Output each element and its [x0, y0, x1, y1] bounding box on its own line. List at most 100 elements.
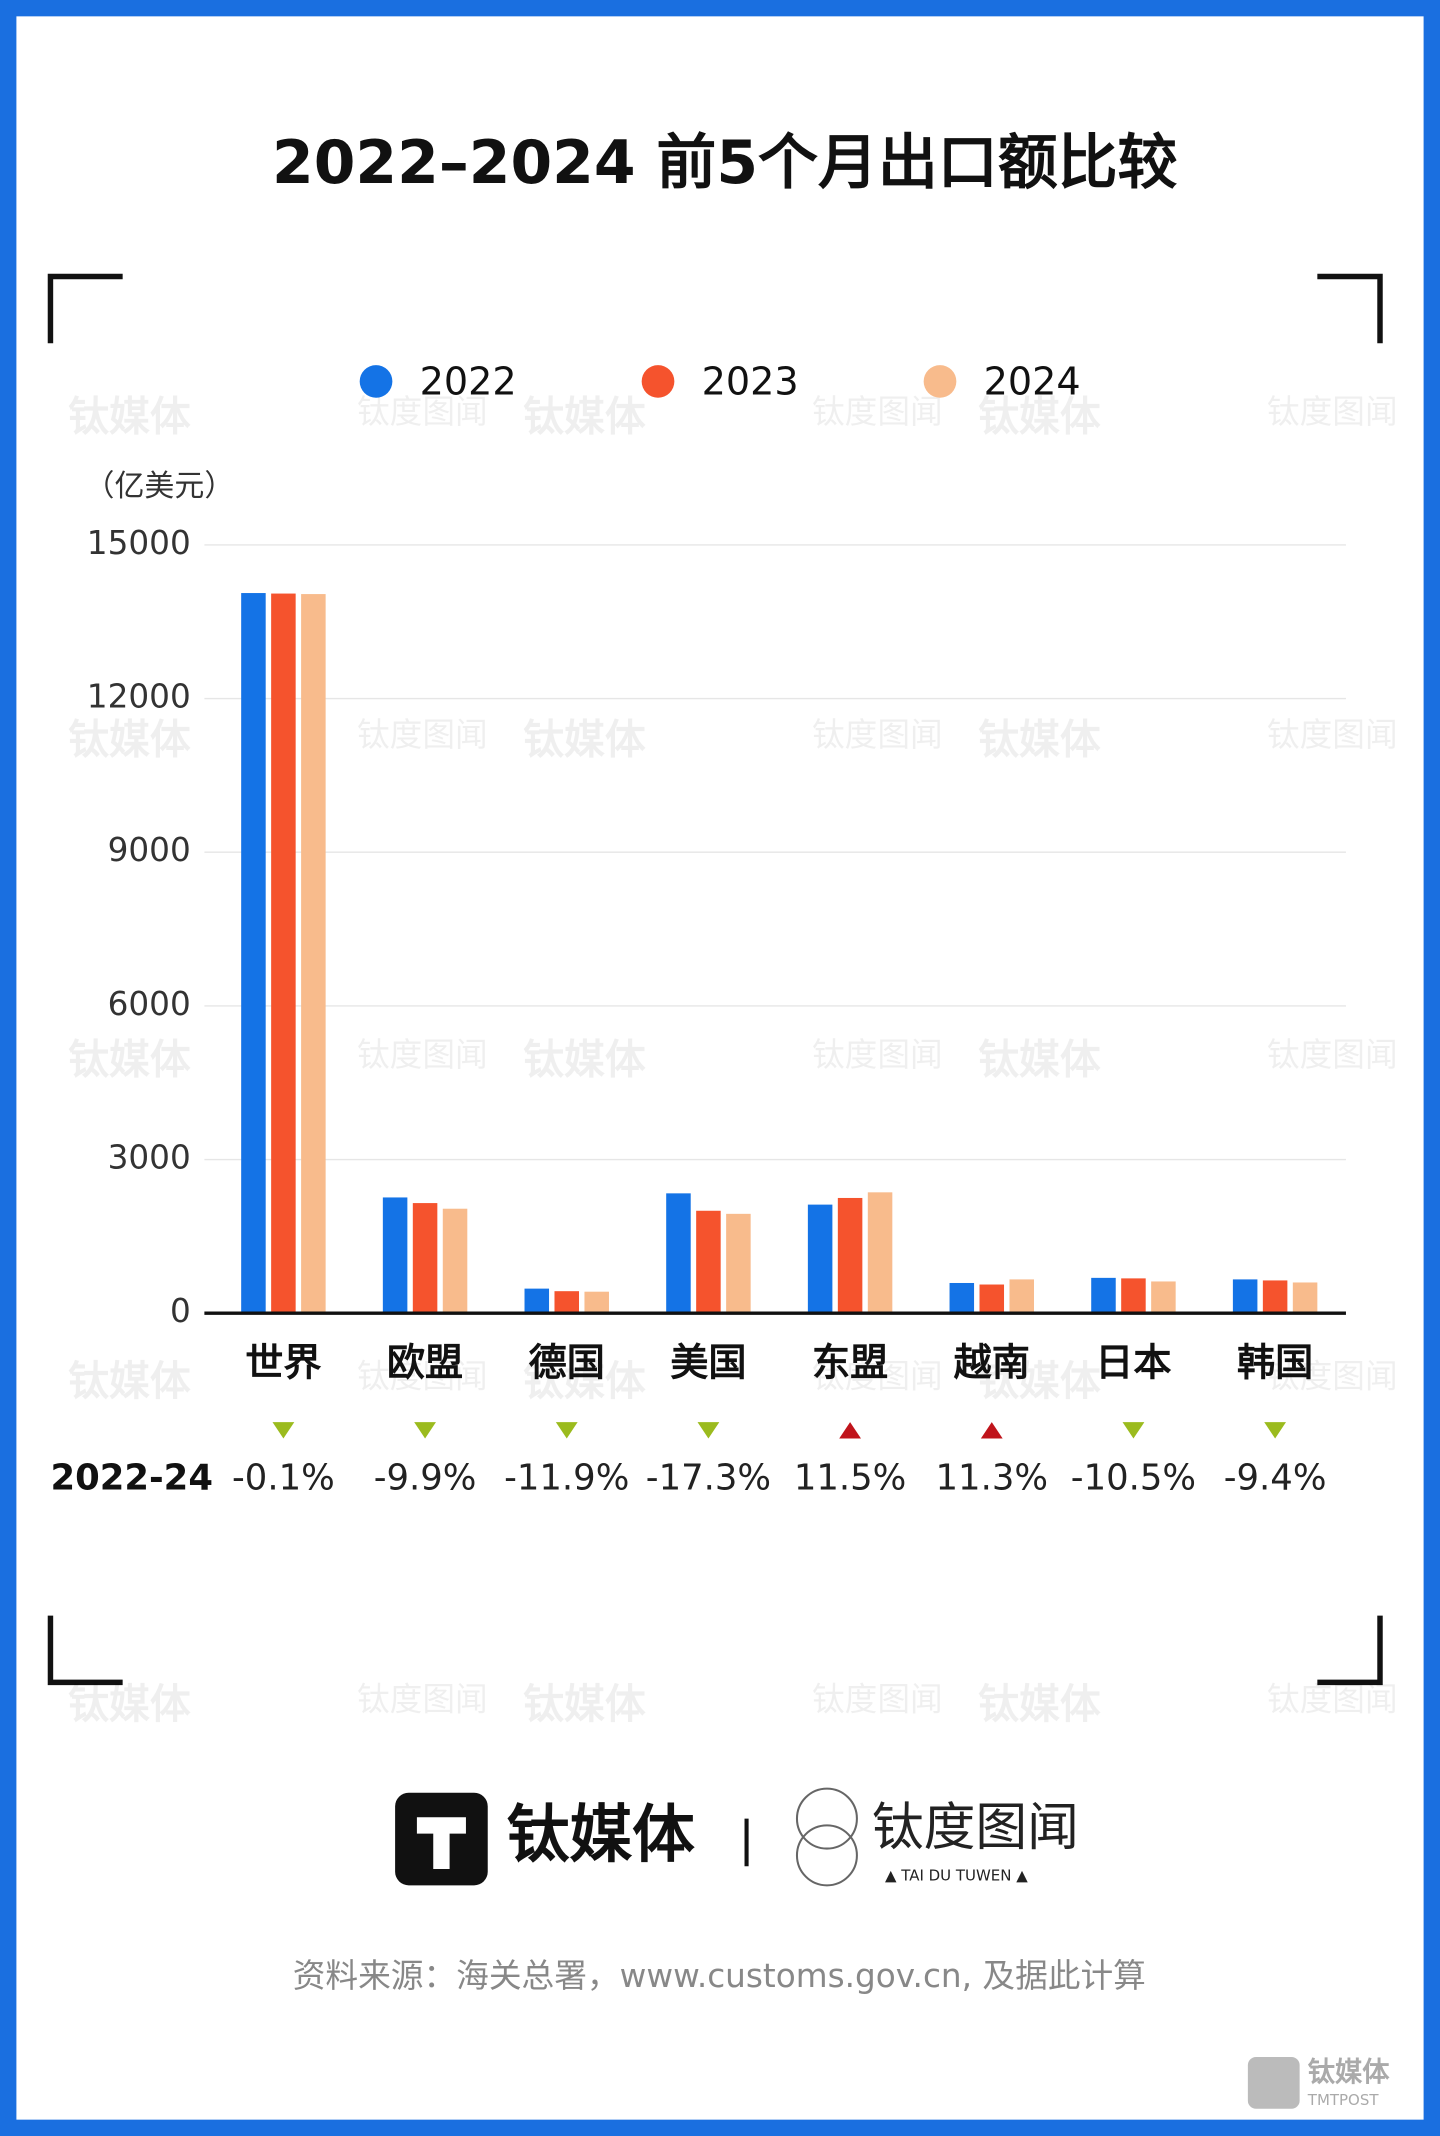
bar	[726, 1213, 751, 1314]
watermark: 钛度图闻	[357, 393, 488, 431]
bar	[666, 1193, 691, 1314]
legend-swatch	[923, 365, 957, 398]
bar	[1262, 1280, 1288, 1314]
change-label: -9.9%	[374, 1457, 477, 1498]
x-tick-label: 越南	[954, 1340, 1030, 1384]
watermark: 钛度图闻	[1267, 1680, 1398, 1718]
panel	[16, 16, 1424, 2120]
bar	[807, 1204, 833, 1314]
change-label: -17.3%	[646, 1457, 771, 1498]
watermark: 钛媒体	[68, 715, 191, 763]
watermark: 钛媒体	[523, 1680, 646, 1728]
bar	[1009, 1279, 1034, 1314]
watermark: 钛媒体	[978, 1036, 1101, 1084]
watermark: 钛媒体	[978, 715, 1101, 763]
change-arrow	[1122, 1422, 1145, 1439]
watermark: 钛度图闻	[357, 1036, 488, 1074]
watermark: 钛度图闻	[812, 716, 943, 754]
x-tick-label: 德国	[529, 1340, 605, 1384]
legend-swatch	[359, 365, 393, 398]
watermark: 钛度图闻	[812, 393, 943, 431]
y-tick-label: 0	[170, 1292, 191, 1330]
y-tick-label: 6000	[108, 985, 191, 1023]
bar	[837, 1197, 863, 1314]
legend-label: 2022	[420, 360, 517, 404]
change-label: -0.1%	[232, 1457, 335, 1498]
watermark: 钛媒体	[68, 1680, 191, 1728]
bar	[1151, 1281, 1176, 1314]
bar	[442, 1208, 468, 1314]
partner-name: 钛度图闻	[872, 1798, 1079, 1858]
watermark: 钛度图闻	[357, 1680, 488, 1718]
watermark: 钛度图闻	[1267, 1036, 1398, 1074]
bar	[241, 593, 266, 1314]
source: 资料来源：海关总署，www.customs.gov.cn, 及据此计算	[293, 1957, 1146, 1995]
change-arrow	[272, 1422, 295, 1439]
watermark: 钛度图闻	[1267, 716, 1398, 754]
x-tick-label: 韩国	[1237, 1340, 1313, 1384]
change-arrow	[414, 1422, 436, 1439]
watermark: 钛度图闻	[1267, 393, 1398, 431]
bar	[301, 594, 326, 1314]
bar	[949, 1282, 975, 1314]
change-arrow	[839, 1422, 861, 1439]
badge-sub: TMTPOST	[1307, 2091, 1380, 2109]
change-label: -10.5%	[1071, 1457, 1196, 1498]
y-tick-label: 3000	[108, 1139, 191, 1177]
y-tick-label: 9000	[108, 831, 191, 869]
bar	[1091, 1277, 1116, 1314]
watermark: 钛度图闻	[1267, 1358, 1398, 1396]
change-arrow	[980, 1422, 1003, 1439]
watermark: 钛媒体	[523, 715, 646, 763]
x-tick-label: 美国	[670, 1340, 746, 1384]
change-arrow	[1264, 1422, 1287, 1439]
bar	[584, 1291, 609, 1314]
watermark: 钛度图闻	[357, 1358, 488, 1396]
y-unit: （亿美元）	[85, 469, 235, 504]
x-tick-label: 日本	[1095, 1340, 1171, 1384]
bar	[412, 1203, 438, 1314]
change-row-label: 2022-24	[50, 1457, 213, 1498]
watermark: 钛度图闻	[812, 1680, 943, 1718]
bar	[1292, 1282, 1318, 1314]
watermark: 钛媒体	[68, 1357, 191, 1405]
bar	[1121, 1278, 1146, 1314]
legend-label: 2023	[702, 360, 799, 404]
bar	[382, 1197, 408, 1314]
watermark: 钛度图闻	[812, 1036, 943, 1074]
watermark: 钛度图闻	[357, 716, 488, 754]
change-arrow	[555, 1422, 578, 1439]
y-tick-label: 15000	[87, 524, 191, 562]
y-tick-label: 12000	[87, 678, 191, 716]
bar	[271, 593, 296, 1314]
watermark: 钛媒体	[68, 1036, 191, 1084]
partner-sub: ▲ TAI DU TUWEN ▲	[885, 1866, 1028, 1884]
watermark: 钛媒体	[523, 1357, 646, 1405]
change-label: 11.5%	[794, 1457, 906, 1498]
bar	[524, 1288, 550, 1314]
watermark: 钛度图闻	[812, 1358, 943, 1396]
legend-swatch	[641, 365, 675, 398]
x-tick-label: 东盟	[812, 1340, 888, 1384]
watermark: 钛媒体	[68, 393, 191, 441]
chart-title: 2022–2024 前5个月出口额比较	[272, 128, 1178, 198]
bar	[979, 1284, 1005, 1314]
watermark: 钛媒体	[978, 1357, 1101, 1405]
watermark: 钛媒体	[523, 1036, 646, 1084]
watermark: 钛媒体	[978, 1680, 1101, 1728]
watermark: 钛媒体	[978, 393, 1101, 441]
brand-logo	[395, 1787, 1300, 2109]
brand-name: 钛媒体	[507, 1798, 695, 1871]
change-arrow	[697, 1422, 720, 1439]
bar	[867, 1192, 893, 1314]
change-label: 11.3%	[936, 1457, 1048, 1498]
corner-brackets	[47, 273, 1383, 1686]
bar	[696, 1210, 721, 1314]
watermark: 钛媒体	[523, 393, 646, 441]
bar	[1232, 1279, 1258, 1314]
badge-name: 钛媒体	[1308, 2056, 1390, 2088]
bar	[554, 1291, 580, 1314]
